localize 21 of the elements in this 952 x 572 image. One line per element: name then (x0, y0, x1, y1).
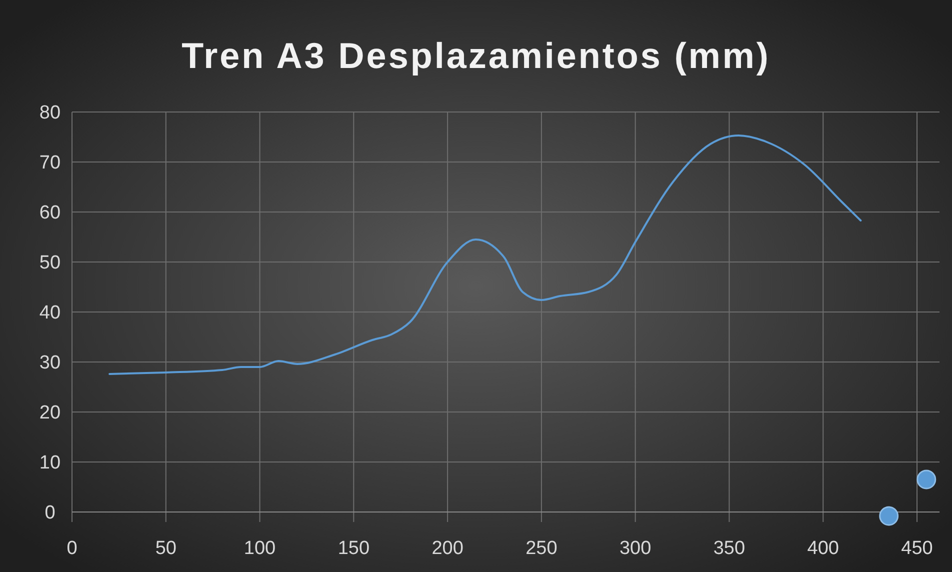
x-tick-label: 400 (807, 538, 839, 559)
line-series (108, 134, 862, 375)
y-tick-label: 40 (39, 302, 61, 324)
y-tick-label: 30 (39, 352, 61, 374)
x-tick-label: 450 (901, 538, 933, 559)
y-tick-label: 20 (39, 402, 61, 424)
y-tick-label: 80 (39, 102, 61, 124)
x-tick-label: 200 (432, 538, 464, 559)
y-tick-label: 70 (39, 152, 61, 174)
y-tick-label: 50 (39, 252, 61, 274)
y-tick-label: 0 (44, 502, 56, 524)
x-tick-label: 150 (338, 538, 370, 559)
y-tick-label: 60 (39, 202, 61, 224)
x-tick-label: 0 (66, 538, 78, 559)
x-tick-label: 350 (713, 538, 746, 559)
y-tick-label: 10 (39, 452, 61, 474)
x-tick-label: 100 (244, 538, 276, 559)
x-tick-label: 250 (526, 538, 558, 559)
chart-title: Tren A3 Desplazamientos (mm) (182, 35, 770, 76)
x-tick-label: 300 (619, 538, 652, 559)
x-tick-label: 50 (155, 538, 176, 559)
